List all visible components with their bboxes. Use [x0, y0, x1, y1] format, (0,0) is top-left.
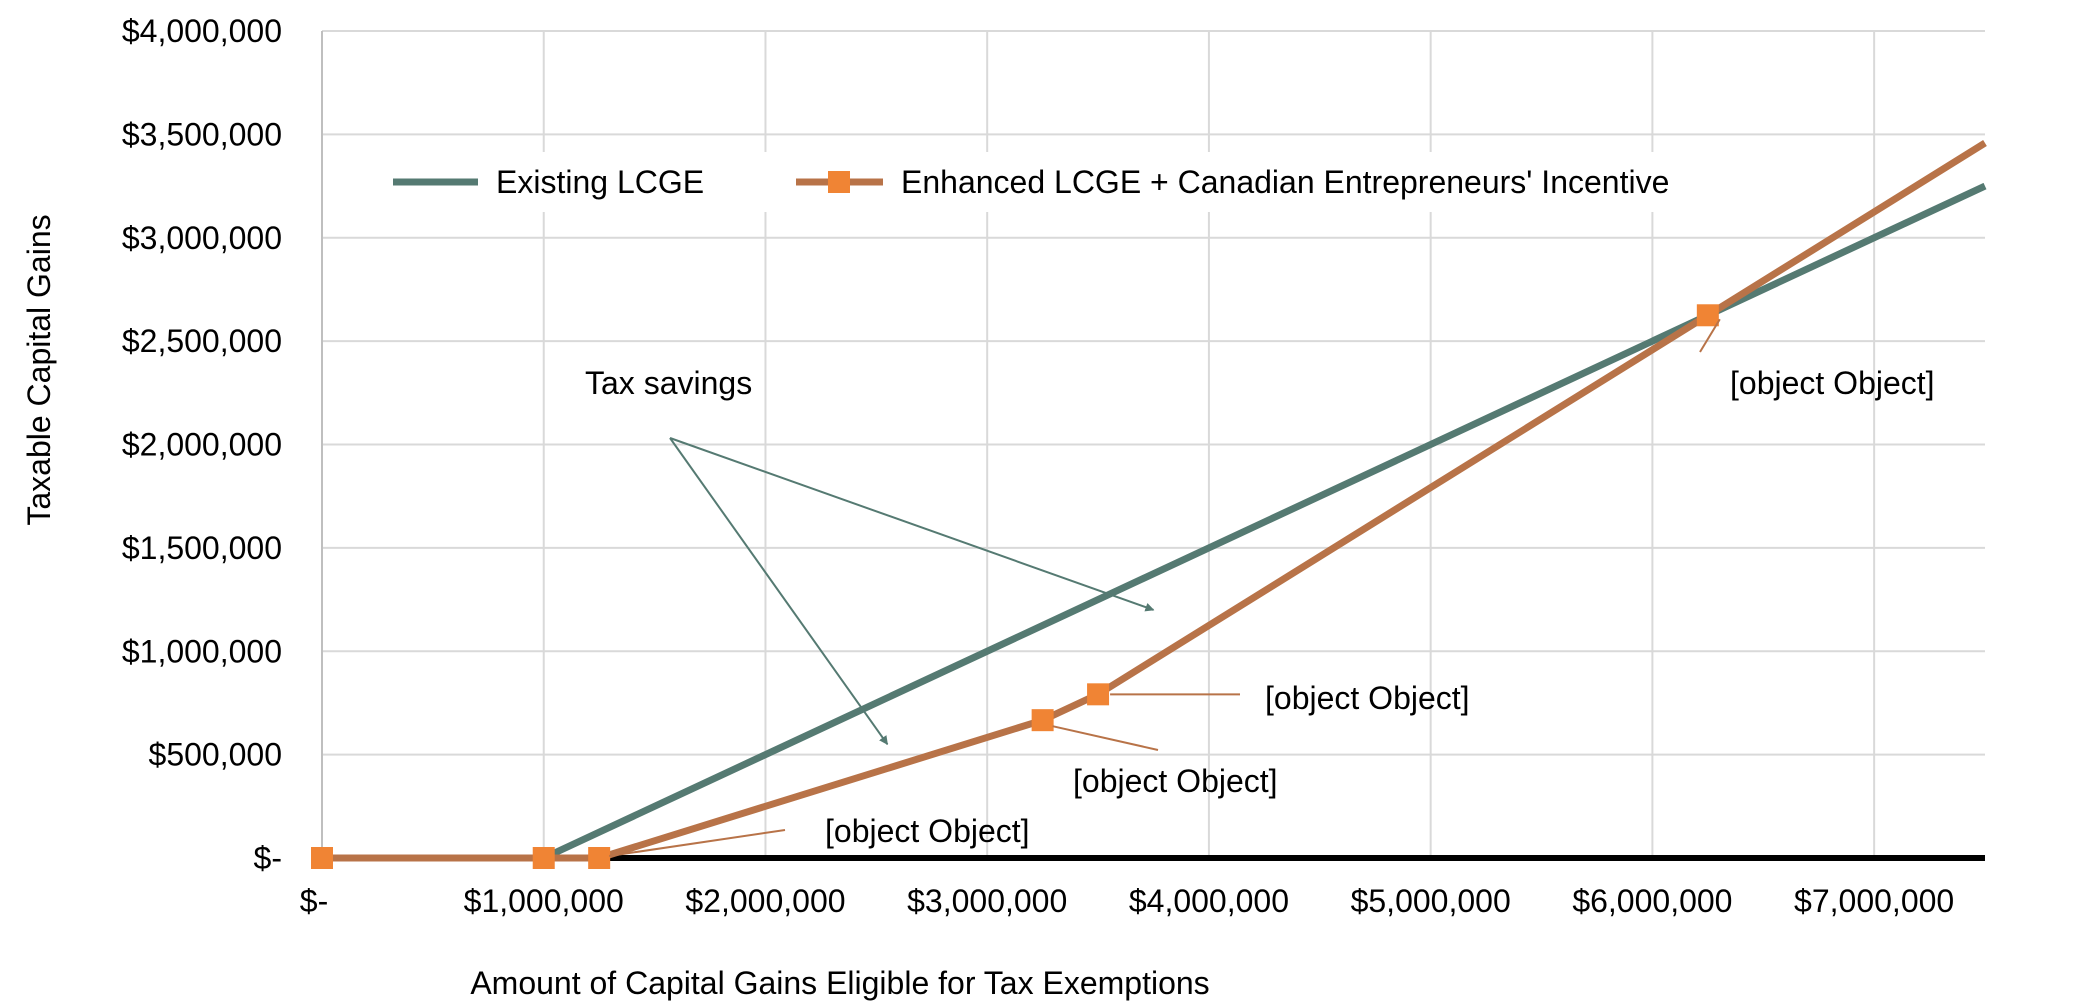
- legend-label-enhanced: Enhanced LCGE + Canadian Entrepreneurs' …: [901, 164, 1669, 200]
- point-annotation-label: [object Object]: [1265, 680, 1470, 716]
- y-tick-label: $2,500,000: [122, 323, 282, 359]
- y-tick-label: $1,500,000: [122, 530, 282, 566]
- series-marker: [311, 847, 333, 869]
- x-tick-label: $4,000,000: [1129, 883, 1289, 919]
- x-tick-label: $5,000,000: [1351, 883, 1511, 919]
- annotation-leader-line: [1699, 318, 1721, 353]
- annotations: Tax savings [object Object] [object Object…: [585, 318, 1935, 857]
- annotation-leader-line: [609, 829, 786, 857]
- y-tick-label: $500,000: [149, 737, 282, 773]
- series-line-1: [322, 140, 1987, 862]
- series-layer: [311, 140, 1987, 869]
- series-marker: [1031, 709, 1054, 732]
- y-tick-label: $3,000,000: [122, 220, 282, 256]
- x-tick-label: $-: [300, 883, 328, 919]
- x-axis-title: Amount of Capital Gains Eligible for Tax…: [470, 965, 1209, 1001]
- legend: Existing LCGE Enhanced LCGE + Canadian En…: [380, 152, 1820, 212]
- legend-label-existing: Existing LCGE: [496, 164, 704, 200]
- y-tick-label: $2,000,000: [122, 427, 282, 463]
- tax-savings-arrow: [669, 437, 1155, 612]
- series-marker: [1087, 683, 1110, 706]
- x-tick-label: $1,000,000: [464, 883, 624, 919]
- point-annotation-label: [object Object]: [825, 813, 1030, 849]
- x-tick-label: $2,000,000: [685, 883, 845, 919]
- tax-savings-label: Tax savings: [585, 365, 752, 401]
- tick-labels: $- $500,000 $1,000,000 $1,500,000 $2,000,000…: [122, 13, 1954, 919]
- y-axis-title: Taxable Capital Gains: [21, 214, 57, 525]
- annotation-leader-line: [1052, 725, 1159, 751]
- legend-marker-enhanced: [828, 171, 850, 193]
- x-tick-label: $3,000,000: [907, 883, 1067, 919]
- y-tick-label: $4,000,000: [122, 13, 282, 49]
- series-marker: [588, 847, 611, 869]
- y-tick-label: $3,500,000: [122, 116, 282, 152]
- x-tick-label: $7,000,000: [1794, 883, 1954, 919]
- tax-savings-arrow: [669, 437, 889, 746]
- series-line-0: [322, 182, 1987, 862]
- point-annotation-label: [object Object]: [1730, 365, 1935, 401]
- series-marker: [532, 847, 555, 869]
- y-tick-label: $-: [254, 840, 282, 876]
- legend-background: [380, 152, 1820, 212]
- point-annotation-label: [object Object]: [1073, 763, 1278, 799]
- series-marker: [1696, 304, 1719, 327]
- y-tick-label: $1,000,000: [122, 633, 282, 669]
- x-tick-label: $6,000,000: [1572, 883, 1732, 919]
